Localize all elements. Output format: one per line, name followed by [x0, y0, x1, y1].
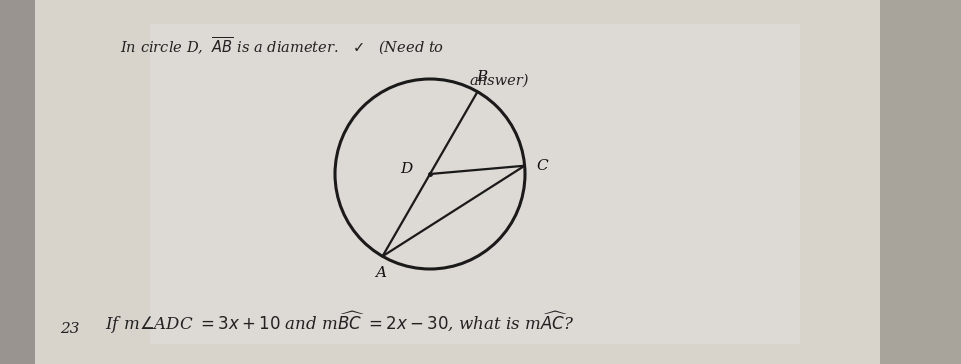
Bar: [35, 0, 879, 364]
Text: answer): answer): [470, 74, 529, 88]
Text: In circle D,  $\overline{AB}$ is a diameter.   $\checkmark$   (Need to: In circle D, $\overline{AB}$ is a diamet…: [120, 36, 444, 57]
Text: D: D: [400, 162, 411, 176]
Text: 23: 23: [60, 322, 80, 336]
Text: B: B: [476, 70, 486, 84]
Bar: [0, 0, 35, 364]
Text: C: C: [536, 159, 548, 173]
Bar: [150, 24, 800, 344]
Text: A: A: [375, 266, 385, 280]
Bar: [879, 0, 961, 364]
Text: If m$\angle$ADC $= 3x+10$ and m$\widehat{BC}$ $= 2x-30$, what is m$\widehat{AC}$: If m$\angle$ADC $= 3x+10$ and m$\widehat…: [105, 309, 574, 336]
